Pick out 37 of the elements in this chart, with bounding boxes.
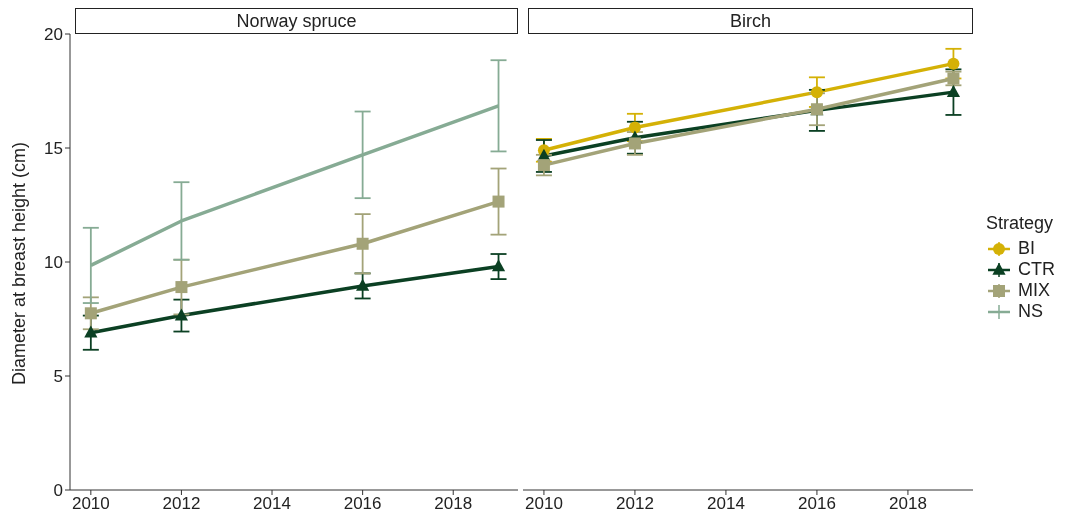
point <box>491 259 506 272</box>
y-tick-label: 0 <box>53 481 63 501</box>
point <box>492 195 505 208</box>
point <box>628 137 641 150</box>
x-tick-label: 2012 <box>162 494 201 514</box>
x-tick-label: 2018 <box>889 494 927 514</box>
x-tick-label: 2014 <box>707 494 745 514</box>
point <box>810 86 823 99</box>
y-tick-label: 10 <box>44 253 63 273</box>
point <box>84 325 98 338</box>
x-tick-label: 2016 <box>798 494 836 514</box>
point <box>356 237 369 250</box>
point <box>174 308 189 321</box>
legend-label: CTR <box>1018 259 1055 280</box>
y-tick-label: 20 <box>44 25 63 45</box>
point <box>946 84 961 97</box>
y-tick-label: 5 <box>53 367 63 387</box>
x-tick-label: 2016 <box>343 494 382 514</box>
x-tick-label: 2010 <box>525 494 563 514</box>
point <box>628 121 641 134</box>
legend-label: BI <box>1018 238 1036 259</box>
point <box>356 278 370 291</box>
x-tick-label: 2018 <box>434 494 473 514</box>
point <box>947 57 960 70</box>
x-tick-label: 2014 <box>253 494 291 514</box>
point <box>84 307 97 320</box>
x-tick-label: 2012 <box>616 494 654 514</box>
legend-label: MIX <box>1018 280 1051 301</box>
chart-title: Birch <box>528 8 973 34</box>
point <box>537 159 550 172</box>
legend-title: Strategy <box>986 213 1055 234</box>
y-axis-title: Diameter at breast height (cm) <box>9 141 31 385</box>
y-tick-label: 15 <box>44 139 63 159</box>
legend-label: NS <box>1018 301 1044 322</box>
chart-title: Norway spruce <box>75 8 518 34</box>
x-tick-label: 2010 <box>71 494 110 514</box>
point <box>175 281 188 294</box>
